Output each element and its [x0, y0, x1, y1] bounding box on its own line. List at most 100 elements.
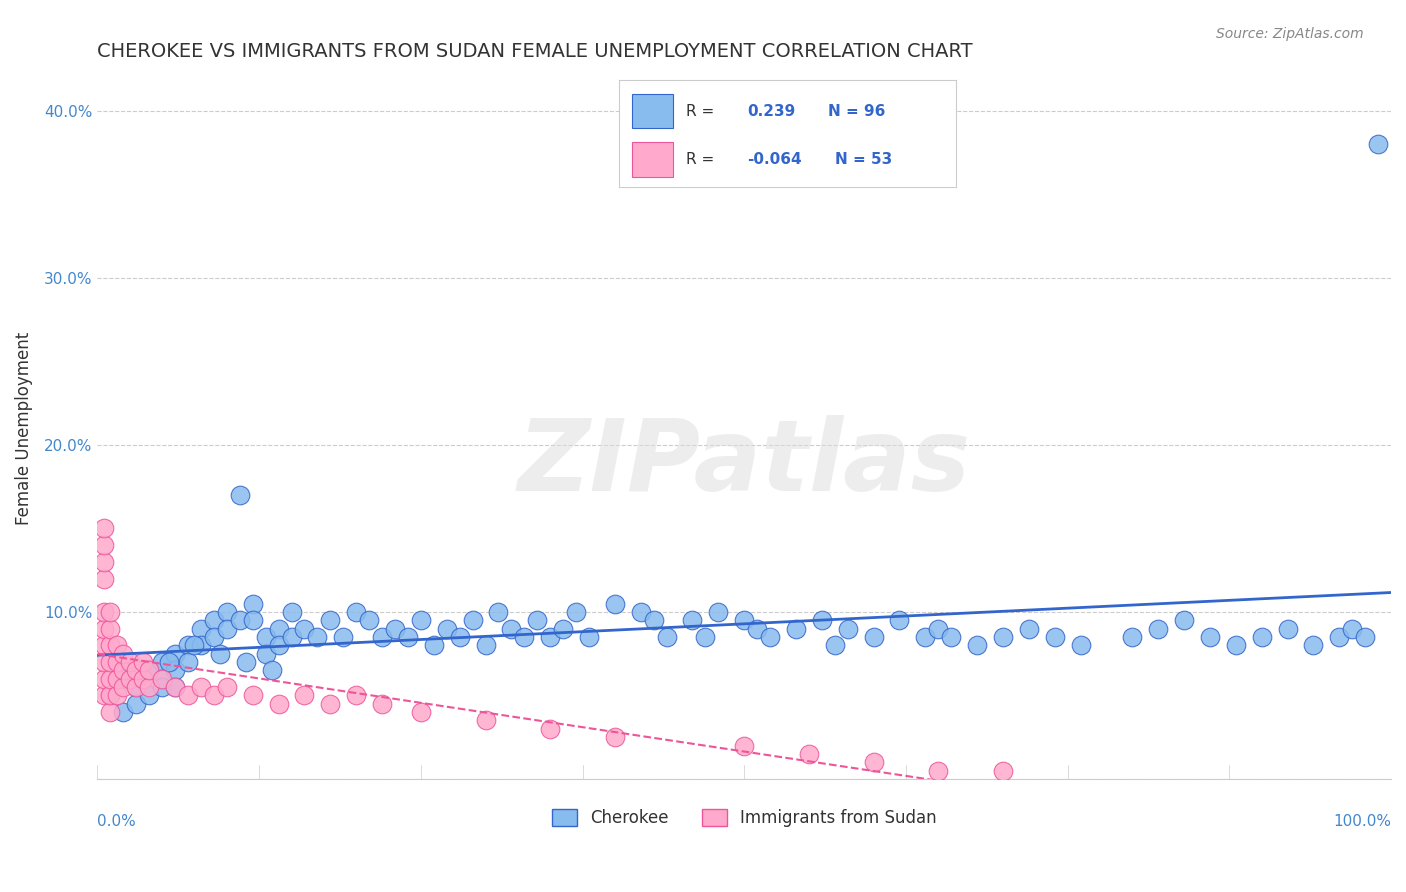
- Point: [682, 613, 704, 627]
- Point: [112, 680, 135, 694]
- Point: [409, 613, 432, 627]
- Text: 0.0%: 0.0%: [97, 814, 136, 829]
- Point: [183, 638, 205, 652]
- Point: [165, 647, 187, 661]
- Text: -0.064: -0.064: [747, 152, 801, 167]
- Point: [811, 613, 834, 627]
- Point: [177, 655, 200, 669]
- Point: [229, 613, 252, 627]
- Point: [190, 622, 212, 636]
- Point: [125, 680, 148, 694]
- Point: [112, 664, 135, 678]
- Point: [242, 613, 264, 627]
- Point: [927, 622, 949, 636]
- Point: [132, 672, 155, 686]
- Point: [1147, 622, 1170, 636]
- Point: [294, 622, 316, 636]
- Point: [344, 605, 367, 619]
- Point: [1173, 613, 1195, 627]
- Point: [93, 672, 115, 686]
- Point: [526, 613, 548, 627]
- Point: [991, 630, 1014, 644]
- Point: [150, 672, 173, 686]
- Point: [1043, 630, 1066, 644]
- Point: [93, 538, 115, 552]
- Point: [889, 613, 911, 627]
- Point: [100, 655, 122, 669]
- Text: R =: R =: [686, 103, 720, 119]
- Point: [1354, 630, 1376, 644]
- Point: [118, 672, 141, 686]
- Text: ZIPatlas: ZIPatlas: [517, 415, 970, 512]
- Point: [359, 613, 381, 627]
- Point: [862, 756, 884, 770]
- Point: [93, 572, 115, 586]
- Point: [190, 638, 212, 652]
- Point: [202, 630, 225, 644]
- Point: [138, 664, 160, 678]
- Point: [538, 630, 561, 644]
- Point: [165, 664, 187, 678]
- Point: [409, 705, 432, 719]
- Point: [332, 630, 354, 644]
- Point: [165, 680, 187, 694]
- Point: [655, 630, 678, 644]
- Point: [267, 638, 290, 652]
- Point: [1121, 630, 1143, 644]
- Point: [914, 630, 936, 644]
- Point: [371, 630, 394, 644]
- Point: [991, 764, 1014, 778]
- Point: [105, 672, 128, 686]
- Point: [513, 630, 536, 644]
- Point: [132, 672, 155, 686]
- Point: [733, 613, 755, 627]
- Point: [100, 705, 122, 719]
- Point: [1070, 638, 1092, 652]
- Point: [105, 638, 128, 652]
- Point: [785, 622, 807, 636]
- Point: [837, 622, 859, 636]
- Point: [112, 705, 135, 719]
- Point: [565, 605, 588, 619]
- Point: [254, 647, 277, 661]
- Point: [177, 638, 200, 652]
- Point: [93, 605, 115, 619]
- Point: [125, 697, 148, 711]
- Point: [449, 630, 471, 644]
- Text: R =: R =: [686, 152, 720, 167]
- Text: CHEROKEE VS IMMIGRANTS FROM SUDAN FEMALE UNEMPLOYMENT CORRELATION CHART: CHEROKEE VS IMMIGRANTS FROM SUDAN FEMALE…: [97, 42, 973, 61]
- Point: [118, 655, 141, 669]
- Point: [538, 722, 561, 736]
- Point: [132, 655, 155, 669]
- Point: [759, 630, 782, 644]
- Point: [125, 680, 148, 694]
- Point: [138, 664, 160, 678]
- Point: [215, 680, 238, 694]
- Point: [371, 697, 394, 711]
- Point: [242, 597, 264, 611]
- Text: Source: ZipAtlas.com: Source: ZipAtlas.com: [1216, 27, 1364, 41]
- Point: [1367, 137, 1389, 152]
- Point: [100, 672, 122, 686]
- Point: [105, 689, 128, 703]
- Y-axis label: Female Unemployment: Female Unemployment: [15, 332, 32, 524]
- Legend: Cherokee, Immigrants from Sudan: Cherokee, Immigrants from Sudan: [546, 802, 943, 834]
- Point: [150, 680, 173, 694]
- Point: [202, 689, 225, 703]
- Point: [280, 605, 302, 619]
- Point: [747, 622, 769, 636]
- Point: [138, 680, 160, 694]
- Point: [93, 555, 115, 569]
- Point: [190, 680, 212, 694]
- Point: [1341, 622, 1364, 636]
- Point: [105, 655, 128, 669]
- Point: [112, 672, 135, 686]
- Point: [344, 689, 367, 703]
- Point: [1329, 630, 1351, 644]
- Point: [93, 638, 115, 652]
- Point: [461, 613, 484, 627]
- Point: [966, 638, 988, 652]
- Point: [209, 647, 232, 661]
- Point: [100, 605, 122, 619]
- Point: [927, 764, 949, 778]
